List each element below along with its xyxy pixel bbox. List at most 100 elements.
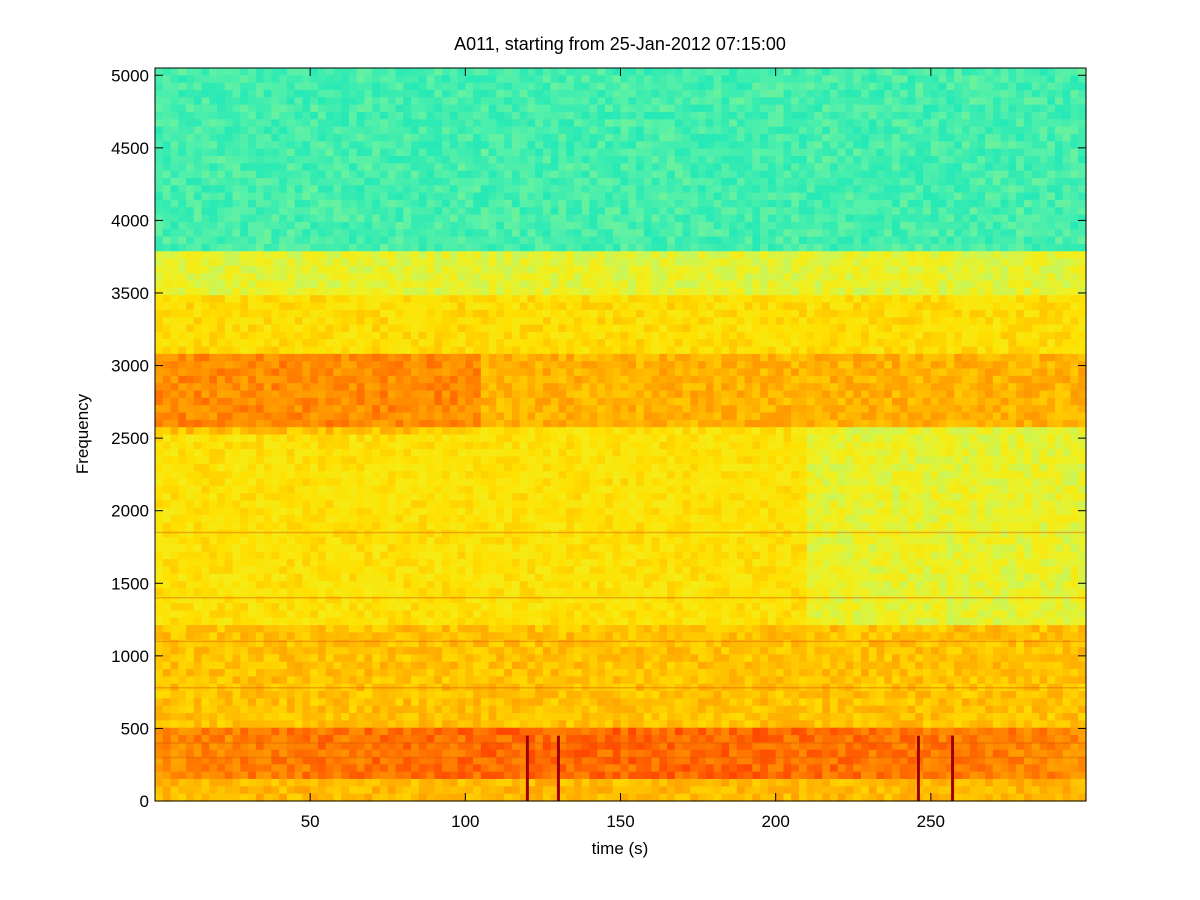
heatmap-cell xyxy=(170,229,179,238)
heatmap-cell xyxy=(829,104,839,113)
heatmap-cell xyxy=(379,199,389,208)
heatmap-cell xyxy=(348,273,358,282)
heatmap-cell xyxy=(985,309,994,318)
heatmap-cell xyxy=(519,265,528,274)
heatmap-cell xyxy=(837,339,847,348)
heatmap-cell xyxy=(1054,148,1064,157)
heatmap-cell xyxy=(721,251,730,260)
heatmap-cell xyxy=(581,141,591,150)
heatmap-cell xyxy=(829,185,839,194)
heatmap-cell xyxy=(884,133,893,142)
heatmap-cell xyxy=(473,170,482,179)
heatmap-cell xyxy=(775,251,785,260)
heatmap-cell xyxy=(186,353,195,362)
heatmap-cell xyxy=(356,221,366,230)
heatmap-cell xyxy=(248,339,257,348)
heatmap-cell xyxy=(279,192,288,201)
heatmap-cell xyxy=(395,177,404,186)
heatmap-cell xyxy=(1047,75,1056,84)
heatmap-cell xyxy=(899,119,909,128)
heatmap-cell xyxy=(791,353,800,362)
heatmap-cell xyxy=(620,155,629,164)
heatmap-cell xyxy=(713,104,722,113)
heatmap-cell xyxy=(550,192,560,201)
heatmap-cell xyxy=(310,346,319,355)
heatmap-cell xyxy=(387,119,397,128)
heatmap-cell xyxy=(713,111,722,120)
heatmap-cell xyxy=(496,119,505,128)
heatmap-cell xyxy=(1023,317,1033,326)
heatmap-cell xyxy=(597,258,606,267)
heatmap-cell xyxy=(403,265,412,274)
heatmap-cell xyxy=(930,265,940,274)
heatmap-cell xyxy=(1078,258,1087,267)
heatmap-cell xyxy=(155,170,164,179)
heatmap-cell xyxy=(395,353,404,362)
heatmap-cell xyxy=(946,199,955,208)
heatmap-cell xyxy=(977,331,986,340)
heatmap-cell xyxy=(899,199,909,208)
heatmap-cell xyxy=(1054,236,1064,245)
heatmap-cell xyxy=(465,192,474,201)
heatmap-cell xyxy=(217,331,226,340)
heatmap-cell xyxy=(480,295,490,304)
heatmap-cell xyxy=(628,221,637,230)
heatmap-cell xyxy=(527,287,536,296)
heatmap-cell xyxy=(473,89,482,98)
heatmap-cell xyxy=(566,214,575,223)
heatmap-cell xyxy=(1031,361,1041,370)
heatmap-cell xyxy=(954,192,963,201)
heatmap-cell xyxy=(302,324,311,333)
heatmap-cell xyxy=(434,185,443,194)
heatmap-cell xyxy=(310,68,319,76)
heatmap-cell xyxy=(217,287,226,296)
heatmap-cell xyxy=(186,309,195,318)
heatmap-cell xyxy=(729,324,738,333)
heatmap-cell xyxy=(170,82,179,91)
heatmap-cell xyxy=(752,273,761,282)
heatmap-cell xyxy=(899,104,909,113)
heatmap-cell xyxy=(837,163,847,172)
heatmap-cell xyxy=(954,251,963,260)
heatmap-cell xyxy=(302,155,311,164)
heatmap-cell xyxy=(628,97,637,106)
heatmap-cell xyxy=(930,236,940,245)
heatmap-cell xyxy=(713,258,722,267)
heatmap-cell xyxy=(837,236,847,245)
heatmap-cell xyxy=(573,141,583,150)
heatmap-cell xyxy=(325,207,335,216)
heatmap-cell xyxy=(736,236,746,245)
heatmap-cell xyxy=(496,133,505,142)
heatmap-cell xyxy=(682,280,691,289)
heatmap-cell xyxy=(317,207,327,216)
heatmap-cell xyxy=(480,280,490,289)
heatmap-cell xyxy=(938,163,947,172)
heatmap-cell xyxy=(473,243,482,252)
heatmap-cell xyxy=(814,82,823,91)
heatmap-cell xyxy=(845,265,854,274)
heatmap-cell xyxy=(923,199,932,208)
heatmap-cell xyxy=(217,148,226,157)
heatmap-cell xyxy=(589,163,598,172)
heatmap-cell xyxy=(589,119,598,128)
heatmap-cell xyxy=(845,97,854,106)
heatmap-cell xyxy=(961,339,971,348)
heatmap-cell xyxy=(992,361,1002,370)
heatmap-cell xyxy=(271,214,280,223)
heatmap-cell xyxy=(573,133,583,142)
heatmap-cell xyxy=(186,221,195,230)
heatmap-cell xyxy=(736,214,746,223)
heatmap-cell xyxy=(806,192,816,201)
heatmap-cell xyxy=(868,229,878,238)
heatmap-cell xyxy=(612,331,622,340)
heatmap-cell xyxy=(473,302,482,311)
heatmap-cell xyxy=(798,75,808,84)
heatmap-cell xyxy=(201,280,210,289)
heatmap-cell xyxy=(628,192,637,201)
heatmap-cell xyxy=(317,339,327,348)
heatmap-cell xyxy=(729,302,738,311)
heatmap-cell xyxy=(845,317,854,326)
heatmap-cell xyxy=(263,273,272,282)
heatmap-cell xyxy=(356,265,366,274)
heatmap-cell xyxy=(628,273,637,282)
